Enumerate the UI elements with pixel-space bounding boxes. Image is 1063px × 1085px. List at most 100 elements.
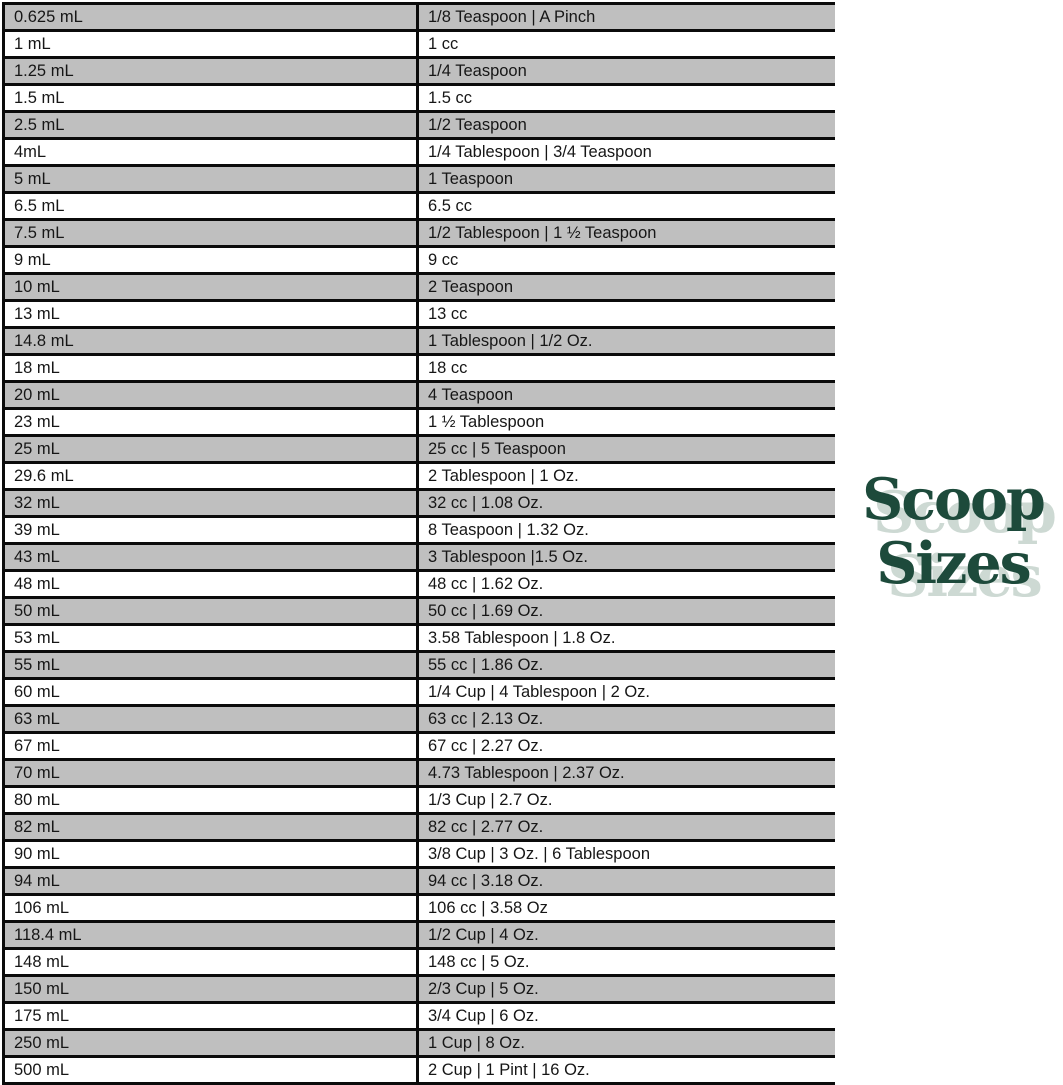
conversion-cell: 8 Teaspoon | 1.32 Oz. bbox=[416, 515, 835, 545]
table-row: 23 mL 1 ½ Tablespoon bbox=[2, 407, 835, 437]
ml-cell: 150 mL bbox=[2, 974, 418, 1004]
table-row: 7.5 mL 1/2 Tablespoon | 1 ½ Teaspoon bbox=[2, 218, 835, 248]
ml-cell: 39 mL bbox=[2, 515, 418, 545]
ml-cell: 7.5 mL bbox=[2, 218, 418, 248]
table-row: 53 mL 3.58 Tablespoon | 1.8 Oz. bbox=[2, 623, 835, 653]
ml-cell: 10 mL bbox=[2, 272, 418, 302]
table-row: 175 mL 3/4 Cup | 6 Oz. bbox=[2, 1001, 835, 1031]
conversion-cell: 55 cc | 1.86 Oz. bbox=[416, 650, 835, 680]
table-row: 118.4 mL 1/2 Cup | 4 Oz. bbox=[2, 920, 835, 950]
table-row: 250 mL 1 Cup | 8 Oz. bbox=[2, 1028, 835, 1058]
table-row: 32 mL 32 cc | 1.08 Oz. bbox=[2, 488, 835, 518]
table-row: 1.5 mL 1.5 cc bbox=[2, 83, 835, 113]
conversion-cell: 1/2 Cup | 4 Oz. bbox=[416, 920, 835, 950]
table-row: 94 mL 94 cc | 3.18 Oz. bbox=[2, 866, 835, 896]
table-row: 70 mL 4.73 Tablespoon | 2.37 Oz. bbox=[2, 758, 835, 788]
ml-cell: 82 mL bbox=[2, 812, 418, 842]
ml-cell: 67 mL bbox=[2, 731, 418, 761]
table-row: 9 mL 9 cc bbox=[2, 245, 835, 275]
ml-cell: 90 mL bbox=[2, 839, 418, 869]
conversion-cell: 94 cc | 3.18 Oz. bbox=[416, 866, 835, 896]
conversion-cell: 1 Teaspoon bbox=[416, 164, 835, 194]
conversion-cell: 1/2 Teaspoon bbox=[416, 110, 835, 140]
scoop-size-conversion-table: 0.625 mL 1/8 Teaspoon | A Pinch 1 mL 1 cc 1.… bbox=[2, 2, 835, 1085]
ml-cell: 2.5 mL bbox=[2, 110, 418, 140]
conversion-cell: 1/2 Tablespoon | 1 ½ Teaspoon bbox=[416, 218, 835, 248]
conversion-cell: 9 cc bbox=[416, 245, 835, 275]
ml-cell: 0.625 mL bbox=[2, 2, 418, 32]
table-row: 500 mL 2 Cup | 1 Pint | 16 Oz. bbox=[2, 1055, 835, 1085]
conversion-cell: 48 cc | 1.62 Oz. bbox=[416, 569, 835, 599]
ml-cell: 20 mL bbox=[2, 380, 418, 410]
scoop-sizes-logo: Scoop Sizes bbox=[843, 468, 1063, 596]
table-row: 5 mL 1 Teaspoon bbox=[2, 164, 835, 194]
conversion-cell: 32 cc | 1.08 Oz. bbox=[416, 488, 835, 518]
conversion-cell: 1/4 Teaspoon bbox=[416, 56, 835, 86]
table-row: 25 mL 25 cc | 5 Teaspoon bbox=[2, 434, 835, 464]
table-row: 150 mL 2/3 Cup | 5 Oz. bbox=[2, 974, 835, 1004]
table-row: 18 mL 18 cc bbox=[2, 353, 835, 383]
ml-cell: 43 mL bbox=[2, 542, 418, 572]
conversion-cell: 25 cc | 5 Teaspoon bbox=[416, 434, 835, 464]
conversion-cell: 3/4 Cup | 6 Oz. bbox=[416, 1001, 835, 1031]
table-row: 63 mL 63 cc | 2.13 Oz. bbox=[2, 704, 835, 734]
conversion-cell: 6.5 cc bbox=[416, 191, 835, 221]
conversion-cell: 2 Teaspoon bbox=[416, 272, 835, 302]
table-row: 55 mL 55 cc | 1.86 Oz. bbox=[2, 650, 835, 680]
conversion-cell: 1/8 Teaspoon | A Pinch bbox=[416, 2, 835, 32]
table-row: 0.625 mL 1/8 Teaspoon | A Pinch bbox=[2, 2, 835, 32]
conversion-cell: 1.5 cc bbox=[416, 83, 835, 113]
table-row: 60 mL 1/4 Cup | 4 Tablespoon | 2 Oz. bbox=[2, 677, 835, 707]
ml-cell: 80 mL bbox=[2, 785, 418, 815]
table-row: 90 mL 3/8 Cup | 3 Oz. | 6 Tablespoon bbox=[2, 839, 835, 869]
table-row: 10 mL 2 Teaspoon bbox=[2, 272, 835, 302]
conversion-cell: 3 Tablespoon |1.5 Oz. bbox=[416, 542, 835, 572]
conversion-cell: 13 cc bbox=[416, 299, 835, 329]
ml-cell: 32 mL bbox=[2, 488, 418, 518]
ml-cell: 1.25 mL bbox=[2, 56, 418, 86]
table-row: 67 mL 67 cc | 2.27 Oz. bbox=[2, 731, 835, 761]
table-row: 1.25 mL 1/4 Teaspoon bbox=[2, 56, 835, 86]
ml-cell: 18 mL bbox=[2, 353, 418, 383]
table-row: 13 mL 13 cc bbox=[2, 299, 835, 329]
table-row: 4mL 1/4 Tablespoon | 3/4 Teaspoon bbox=[2, 137, 835, 167]
ml-cell: 4mL bbox=[2, 137, 418, 167]
table-row: 39 mL 8 Teaspoon | 1.32 Oz. bbox=[2, 515, 835, 545]
table-row: 148 mL 148 cc | 5 Oz. bbox=[2, 947, 835, 977]
ml-cell: 53 mL bbox=[2, 623, 418, 653]
ml-cell: 118.4 mL bbox=[2, 920, 418, 950]
conversion-cell: 148 cc | 5 Oz. bbox=[416, 947, 835, 977]
ml-cell: 1 mL bbox=[2, 29, 418, 59]
conversion-cell: 1/4 Cup | 4 Tablespoon | 2 Oz. bbox=[416, 677, 835, 707]
ml-cell: 14.8 mL bbox=[2, 326, 418, 356]
scoop-table-body: 0.625 mL 1/8 Teaspoon | A Pinch 1 mL 1 cc 1.… bbox=[2, 2, 835, 1085]
ml-cell: 106 mL bbox=[2, 893, 418, 923]
ml-cell: 50 mL bbox=[2, 596, 418, 626]
ml-cell: 148 mL bbox=[2, 947, 418, 977]
table-row: 106 mL 106 cc | 3.58 Oz bbox=[2, 893, 835, 923]
ml-cell: 25 mL bbox=[2, 434, 418, 464]
table-row: 2.5 mL 1/2 Teaspoon bbox=[2, 110, 835, 140]
ml-cell: 55 mL bbox=[2, 650, 418, 680]
table-row: 1 mL 1 cc bbox=[2, 29, 835, 59]
table-row: 14.8 mL 1 Tablespoon | 1/2 Oz. bbox=[2, 326, 835, 356]
conversion-cell: 1 cc bbox=[416, 29, 835, 59]
conversion-cell: 18 cc bbox=[416, 353, 835, 383]
conversion-cell: 2 Cup | 1 Pint | 16 Oz. bbox=[416, 1055, 835, 1085]
table-row: 20 mL 4 Teaspoon bbox=[2, 380, 835, 410]
ml-cell: 5 mL bbox=[2, 164, 418, 194]
conversion-cell: 82 cc | 2.77 Oz. bbox=[416, 812, 835, 842]
conversion-cell: 4 Teaspoon bbox=[416, 380, 835, 410]
conversion-cell: 63 cc | 2.13 Oz. bbox=[416, 704, 835, 734]
ml-cell: 9 mL bbox=[2, 245, 418, 275]
ml-cell: 94 mL bbox=[2, 866, 418, 896]
conversion-cell: 67 cc | 2.27 Oz. bbox=[416, 731, 835, 761]
ml-cell: 60 mL bbox=[2, 677, 418, 707]
table-row: 29.6 mL 2 Tablespoon | 1 Oz. bbox=[2, 461, 835, 491]
conversion-cell: 1 Cup | 8 Oz. bbox=[416, 1028, 835, 1058]
conversion-cell: 2/3 Cup | 5 Oz. bbox=[416, 974, 835, 1004]
ml-cell: 29.6 mL bbox=[2, 461, 418, 491]
conversion-cell: 1 Tablespoon | 1/2 Oz. bbox=[416, 326, 835, 356]
conversion-cell: 1/3 Cup | 2.7 Oz. bbox=[416, 785, 835, 815]
